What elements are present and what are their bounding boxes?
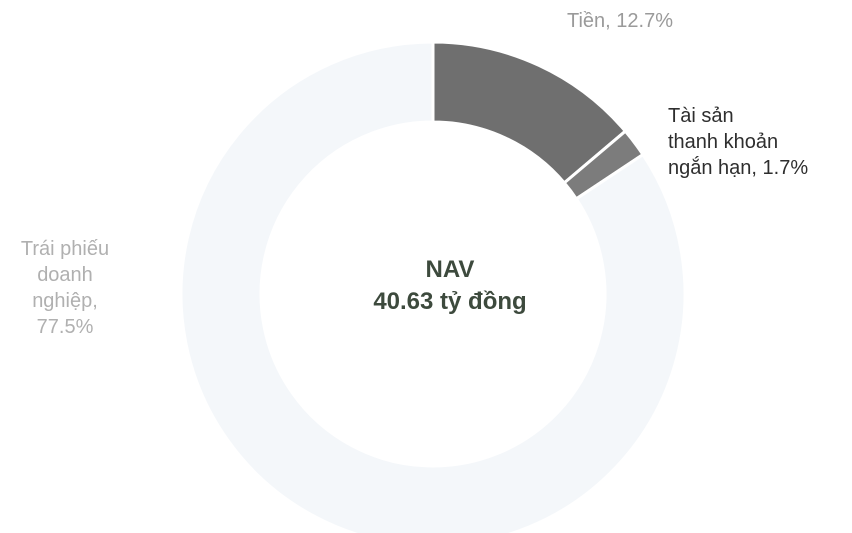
center-label-title: NAV <box>425 256 475 283</box>
slice-label-tien: Tiền, 12.7% <box>567 10 673 32</box>
center-label: NAV 40.63 tỷ đồng <box>300 254 600 318</box>
slice-label-trai-phieu: Trái phiếu doanh nghiệp, 77.5% <box>20 238 110 338</box>
slice-label-tai-san-thanh-khoan: Tài sản thanh khoản ngắn hạn, 1.7% <box>668 105 809 179</box>
center-label-value: 40.63 tỷ đồng <box>373 288 527 315</box>
slice-trai-phieu <box>179 40 687 533</box>
